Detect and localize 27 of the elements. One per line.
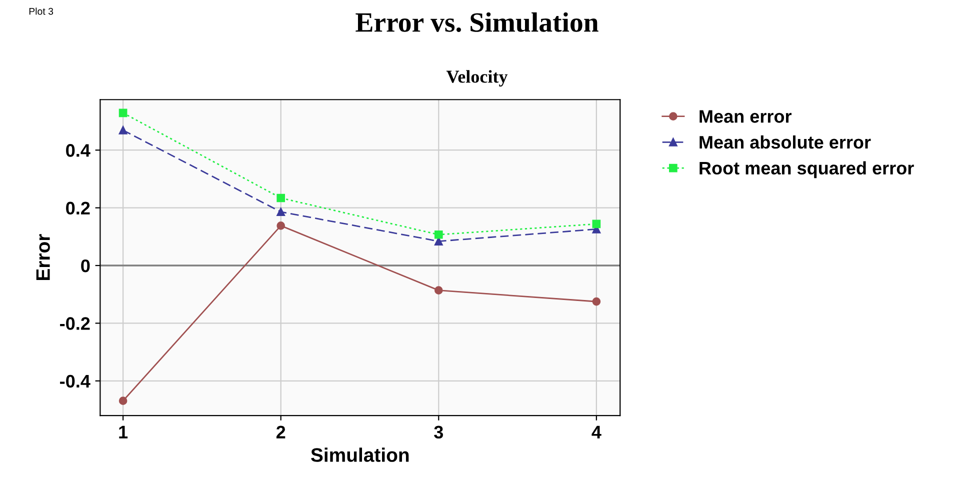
chart-subtitle: Velocity: [446, 70, 508, 87]
y-tick-label: 0: [81, 259, 90, 272]
point: [118, 396, 128, 405]
point: [276, 222, 286, 230]
x-axis-title: Simulation: [311, 448, 409, 462]
point: [118, 108, 128, 118]
y-axis-title: Error: [36, 234, 50, 280]
point: [434, 230, 443, 239]
point: [592, 297, 601, 306]
legend-label: Mean absolute error: [700, 135, 871, 149]
legend-label: Root mean squared error: [700, 161, 914, 178]
point: [276, 208, 286, 216]
legend-label: Mean error: [700, 110, 792, 123]
point: [592, 220, 601, 228]
x-tick-label: 3: [434, 426, 444, 439]
x-tick-label: 2: [276, 426, 286, 438]
chart-title: Error vs. Simulation: [356, 12, 598, 32]
y-tick-label: -0.2: [60, 317, 90, 330]
y-tick-label: 0.4: [66, 144, 90, 157]
x-tick-label: 1: [119, 426, 128, 438]
y-tick-label: 0.2: [66, 202, 90, 215]
point: [276, 194, 286, 202]
y-tick-label: -0.4: [60, 374, 90, 388]
x-tick-label: 4: [592, 426, 602, 438]
point: [118, 126, 128, 134]
point: [434, 286, 443, 294]
text: Plot 3: [29, 8, 54, 15]
